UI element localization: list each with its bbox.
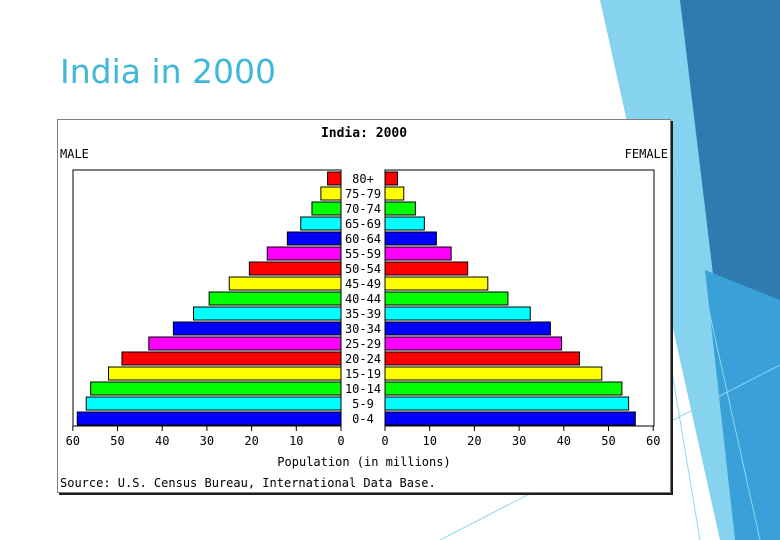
- x-tick-label: 30: [512, 434, 526, 448]
- bar-female-30-34: [384, 321, 551, 336]
- x-tick-label: 60: [66, 434, 80, 448]
- x-tick-label: 40: [155, 434, 169, 448]
- bar-female-55-59: [384, 246, 452, 261]
- bars-group: 80+75-7970-7465-6960-6455-5950-5445-4940…: [76, 171, 636, 426]
- x-tick-label: 20: [244, 434, 258, 448]
- axis-group: 60 50 40 30 20 10 0 0 10 20 30 40 50 60: [66, 426, 660, 448]
- bar-female-40-44: [384, 291, 509, 306]
- chart-title: India: 2000: [321, 126, 407, 141]
- bar-female-0-4: [384, 411, 636, 426]
- x-tick-label: 0: [337, 434, 344, 448]
- bar-female-75-79: [384, 186, 405, 201]
- deco-panel-mid: [705, 270, 780, 540]
- bar-male-10-14: [90, 381, 342, 396]
- x-axis-label: Population (in millions): [277, 455, 450, 469]
- bar-female-60-64: [384, 231, 437, 246]
- bar-female-20-24: [384, 351, 580, 366]
- age-group-label: 80+: [352, 172, 374, 186]
- age-group-label: 15-19: [345, 367, 381, 381]
- x-tick-label: 20: [467, 434, 481, 448]
- chart-canvas: India: 2000 MALE FEMALE 80+75-7970-7465-…: [60, 126, 668, 490]
- bar-male-30-34: [172, 321, 342, 336]
- bar-female-15-19: [384, 366, 603, 381]
- deco-line: [639, 0, 761, 540]
- age-group-label: 5-9: [352, 397, 374, 411]
- age-group-label: 60-64: [345, 232, 381, 246]
- x-tick-label: 50: [110, 434, 124, 448]
- bar-female-25-29: [384, 336, 563, 351]
- source-note: Source: U.S. Census Bureau, Internationa…: [60, 476, 436, 490]
- bar-male-50-54: [248, 261, 342, 276]
- bar-female-5-9: [384, 396, 630, 411]
- bar-male-45-49: [228, 276, 342, 291]
- x-tick-label: 30: [200, 434, 214, 448]
- age-group-label: 70-74: [345, 202, 381, 216]
- bar-male-75-79: [320, 186, 342, 201]
- x-tick-label: 10: [422, 434, 436, 448]
- age-group-label: 65-69: [345, 217, 381, 231]
- bar-male-5-9: [85, 396, 342, 411]
- x-tick-label: 0: [381, 434, 388, 448]
- bar-female-10-14: [384, 381, 623, 396]
- age-group-label: 75-79: [345, 187, 381, 201]
- bar-male-40-44: [208, 291, 342, 306]
- bar-female-35-39: [384, 306, 531, 321]
- x-tick-label: 40: [557, 434, 571, 448]
- x-tick-label: 10: [289, 434, 303, 448]
- bar-male-25-29: [148, 336, 342, 351]
- age-group-label: 25-29: [345, 337, 381, 351]
- age-group-label: 10-14: [345, 382, 381, 396]
- population-pyramid-chart: India: 2000 MALE FEMALE 80+ 75-79 70-74 65-…: [57, 119, 671, 493]
- age-group-label: 30-34: [345, 322, 381, 336]
- x-tick-label: 60: [646, 434, 660, 448]
- bar-female-65-69: [384, 216, 425, 231]
- bar-female-50-54: [384, 261, 469, 276]
- bar-male-70-74: [311, 201, 342, 216]
- bar-female-80+: [384, 171, 399, 186]
- bar-male-60-64: [286, 231, 342, 246]
- x-tick-label: 50: [601, 434, 615, 448]
- bar-male-80+: [327, 171, 342, 186]
- male-label: MALE: [60, 147, 89, 161]
- bar-male-20-24: [121, 351, 342, 366]
- age-group-label: 0-4: [352, 412, 374, 426]
- bar-male-65-69: [300, 216, 342, 231]
- bar-male-35-39: [192, 306, 342, 321]
- age-group-label: 55-59: [345, 247, 381, 261]
- bar-male-15-19: [108, 366, 342, 381]
- female-label: FEMALE: [625, 147, 668, 161]
- age-group-label: 20-24: [345, 352, 381, 366]
- age-group-label: 45-49: [345, 277, 381, 291]
- bar-female-45-49: [384, 276, 489, 291]
- age-group-label: 35-39: [345, 307, 381, 321]
- bar-male-55-59: [266, 246, 342, 261]
- age-group-label: 40-44: [345, 292, 381, 306]
- age-group-label: 50-54: [345, 262, 381, 276]
- bar-male-0-4: [76, 411, 342, 426]
- bar-female-70-74: [384, 201, 416, 216]
- slide-title: India in 2000: [60, 52, 277, 91]
